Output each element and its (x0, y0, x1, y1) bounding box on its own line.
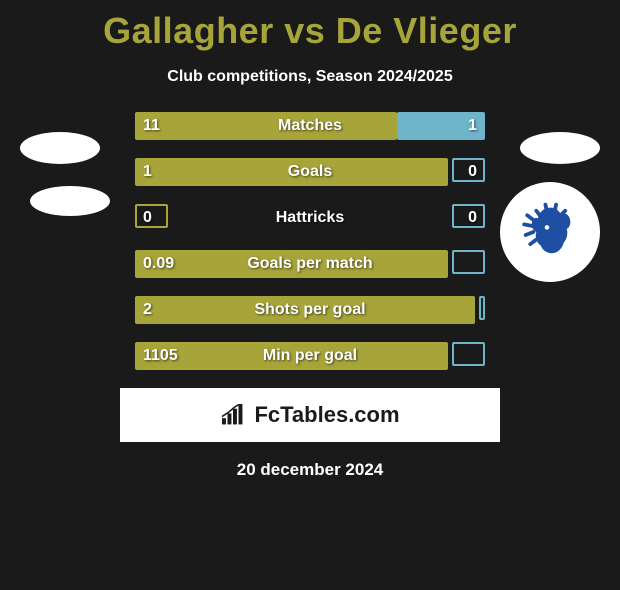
stat-label: Hattricks (135, 204, 485, 232)
stat-label: Goals (135, 158, 485, 186)
stat-row: 0.09Goals per match (135, 250, 485, 278)
page-title: Gallagher vs De Vlieger (0, 10, 620, 52)
badge-text: FcTables.com (254, 402, 399, 428)
stat-label: Min per goal (135, 342, 485, 370)
badge-bars-icon (220, 404, 246, 426)
footer-date: 20 december 2024 (0, 460, 620, 480)
stat-row: 111Matches (135, 112, 485, 140)
stat-label: Matches (135, 112, 485, 140)
stat-row: 10Goals (135, 158, 485, 186)
stat-row: 00Hattricks (135, 204, 485, 232)
stat-label: Goals per match (135, 250, 485, 278)
fctables-badge: FcTables.com (120, 388, 500, 442)
stat-row: 2Shots per goal (135, 296, 485, 324)
comparison-chart: 111Matches 10Goals 00Hattricks 0.09Goals pe… (0, 112, 620, 370)
stat-label: Shots per goal (135, 296, 485, 324)
subtitle: Club competitions, Season 2024/2025 (0, 68, 620, 86)
stat-row: 1105Min per goal (135, 342, 485, 370)
